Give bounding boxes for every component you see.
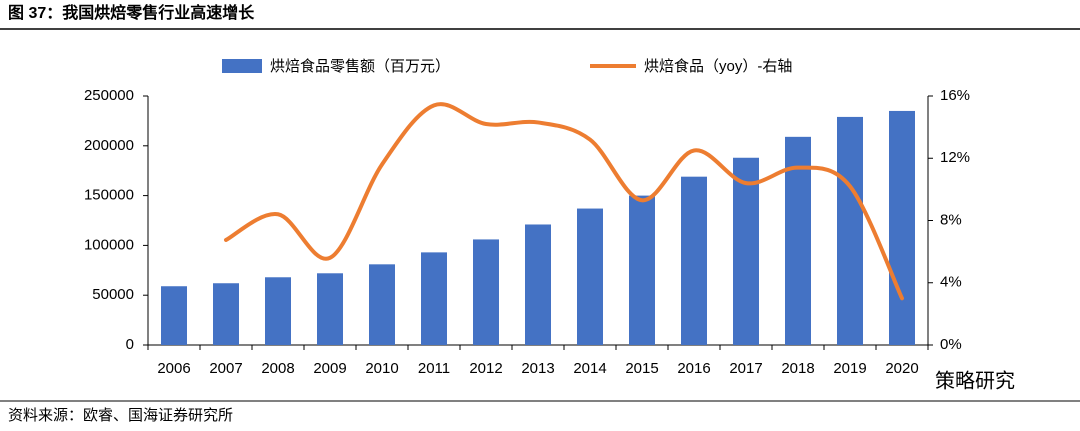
bar [421,252,447,345]
y-tick-label: 150000 [84,187,134,204]
x-tick-label: 2009 [313,360,346,377]
y-tick-label: 200000 [84,137,134,154]
x-tick-label: 2011 [418,360,450,377]
x-tick-label: 2014 [573,360,606,377]
y-tick-label: 250000 [84,87,134,104]
bar [681,176,707,345]
y2-tick-label: 4% [940,274,962,291]
y-tick-label: 0 [126,336,134,353]
y2-tick-label: 0% [940,336,962,353]
x-tick-label: 2020 [885,360,918,377]
x-tick-label: 2015 [625,360,658,377]
y-tick-label: 100000 [84,236,134,253]
line [224,102,904,301]
bar [369,264,395,345]
bar [161,286,187,345]
y2-tick-label: 16% [940,87,970,104]
x-tick-label: 2016 [677,360,710,377]
bar [265,277,291,345]
bar [213,283,239,345]
x-tick-label: 2007 [209,360,242,377]
bar [837,116,863,345]
legend-swatch [222,59,262,73]
legend-label: 烘焙食品零售额（百万元） [270,58,450,75]
x-tick-label: 2012 [469,360,502,377]
y2-tick-label: 8% [940,211,962,228]
legend-label: 烘焙食品（yoy）-右轴 [644,58,792,75]
x-tick-label: 2010 [365,360,398,377]
chart-title: 图 37：我国烘焙零售行业高速增长 [8,3,255,22]
source: 资料来源：欧睿、国海证券研究所 [8,407,233,424]
x-tick-label: 2008 [261,360,294,377]
x-tick-label: 2019 [833,360,866,377]
bar [473,239,499,345]
bar [785,136,811,345]
x-tick-label: 2006 [157,360,190,377]
x-tick-label: 2017 [729,360,762,377]
y-tick-label: 50000 [92,286,134,303]
bar [317,273,343,345]
bar [577,208,603,345]
y2-tick-label: 12% [940,149,970,166]
bar [733,157,759,345]
x-tick-label: 2018 [781,360,814,377]
bar [525,224,551,345]
bar [629,195,655,345]
watermark: 策略研究 [935,369,1015,392]
bar [889,110,915,345]
x-tick-label: 2013 [521,360,554,377]
